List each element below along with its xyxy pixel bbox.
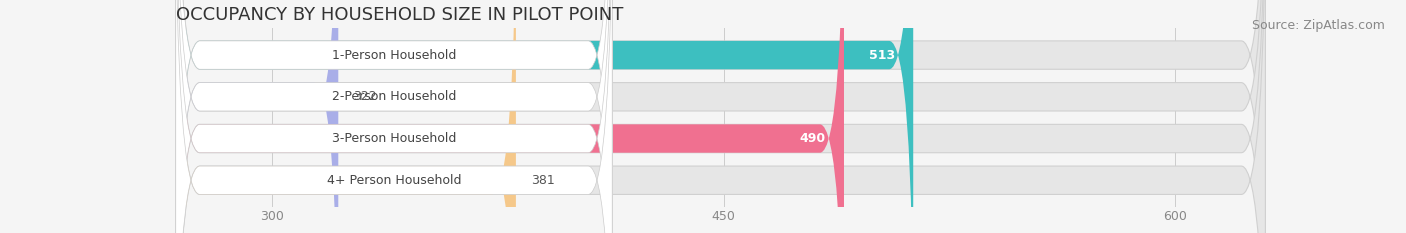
Text: 4+ Person Household: 4+ Person Household	[326, 174, 461, 187]
FancyBboxPatch shape	[176, 0, 516, 233]
FancyBboxPatch shape	[176, 0, 1265, 233]
Text: 1-Person Household: 1-Person Household	[332, 48, 456, 62]
Text: 513: 513	[869, 48, 896, 62]
Text: 322: 322	[353, 90, 377, 103]
FancyBboxPatch shape	[176, 0, 612, 233]
FancyBboxPatch shape	[176, 0, 339, 233]
Text: OCCUPANCY BY HOUSEHOLD SIZE IN PILOT POINT: OCCUPANCY BY HOUSEHOLD SIZE IN PILOT POI…	[176, 6, 623, 24]
Text: 3-Person Household: 3-Person Household	[332, 132, 456, 145]
FancyBboxPatch shape	[176, 0, 612, 233]
FancyBboxPatch shape	[176, 0, 1265, 233]
Text: 381: 381	[531, 174, 555, 187]
FancyBboxPatch shape	[176, 0, 1265, 233]
FancyBboxPatch shape	[176, 0, 844, 233]
Text: Source: ZipAtlas.com: Source: ZipAtlas.com	[1251, 19, 1385, 32]
FancyBboxPatch shape	[176, 0, 914, 233]
FancyBboxPatch shape	[176, 0, 1265, 233]
FancyBboxPatch shape	[176, 0, 612, 233]
Text: 2-Person Household: 2-Person Household	[332, 90, 456, 103]
FancyBboxPatch shape	[176, 0, 612, 233]
Text: 490: 490	[800, 132, 825, 145]
